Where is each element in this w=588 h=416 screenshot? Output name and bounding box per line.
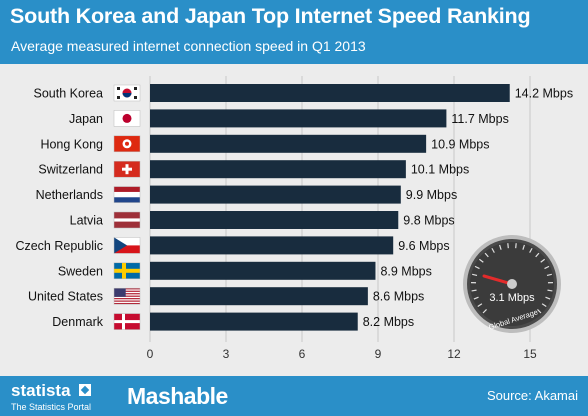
switzerland-flag-icon: [113, 160, 141, 178]
sweden-flag-icon: [113, 262, 141, 280]
denmark-flag-icon: [113, 313, 141, 330]
category-label: Japan: [69, 112, 103, 126]
bar-value-label: 14.2 Mbps: [515, 87, 573, 101]
bar: [150, 185, 401, 204]
mashable-logo[interactable]: Mashable: [127, 383, 228, 409]
bar-value-label: 8.9 Mbps: [380, 264, 431, 278]
chart-subtitle: Average measured internet connection spe…: [11, 38, 366, 54]
statista-wordmark: statista: [11, 381, 71, 400]
footer: statista The Statistics Portal Mashable …: [0, 376, 588, 416]
category-label: South Korea: [34, 87, 104, 101]
bar-value-label: 10.9 Mbps: [431, 137, 489, 151]
netherlands-flag-icon: [113, 186, 141, 203]
bar: [150, 312, 358, 331]
statista-logo[interactable]: statista The Statistics Portal: [11, 381, 121, 413]
bar-chart: 0 3 6 9 12 15 South Korea 14.2 Mbps Japan 11.7 Mb…: [15, 76, 573, 361]
hong-kong-flag-icon: [113, 135, 141, 153]
bar: [150, 160, 406, 179]
bar: [150, 261, 376, 280]
global-average-value: 3.1 Mbps: [489, 292, 535, 304]
category-label: Denmark: [52, 315, 103, 329]
bar-value-label: 9.8 Mbps: [403, 214, 454, 228]
x-tick-label: 12: [447, 347, 461, 361]
category-label: Czech Republic: [15, 239, 103, 253]
category-label: Netherlands: [36, 188, 103, 202]
latvia-flag-icon: [113, 211, 141, 229]
x-tick-label: 9: [375, 347, 382, 361]
category-label: Latvia: [70, 214, 103, 228]
bar: [150, 134, 427, 153]
south-korea-flag-icon: [113, 84, 141, 102]
bar-value-label: 9.9 Mbps: [406, 188, 457, 202]
x-tick-label: 6: [299, 347, 306, 361]
bar-value-label: 8.2 Mbps: [363, 315, 414, 329]
bar: [150, 109, 447, 128]
bar-value-label: 8.6 Mbps: [373, 290, 424, 304]
bar: [150, 287, 368, 306]
category-label: Sweden: [58, 264, 103, 278]
bar: [150, 84, 510, 102]
bar-value-label: 10.1 Mbps: [411, 163, 469, 177]
statista-mark-icon: [79, 384, 91, 396]
chart-area: 0 3 6 9 12 15 South Korea 14.2 Mbps Japan 11.7 Mb…: [0, 64, 588, 376]
x-tick-label: 15: [523, 347, 537, 361]
x-tick-label: 0: [147, 347, 154, 361]
united-states-flag-icon: [113, 287, 141, 305]
bar-value-label: 9.6 Mbps: [398, 239, 449, 253]
x-tick-label: 3: [223, 347, 230, 361]
bar: [150, 236, 394, 255]
category-label: Hong Kong: [40, 137, 103, 151]
czech-republic-flag-icon: [113, 237, 141, 254]
source-credit: Source: Akamai: [486, 388, 578, 403]
bar: [150, 211, 399, 229]
chart-title: South Korea and Japan Top Internet Speed…: [10, 4, 531, 28]
japan-flag-icon: [113, 110, 141, 127]
header: South Korea and Japan Top Internet Speed…: [0, 0, 588, 64]
statista-tagline: The Statistics Portal: [11, 402, 92, 412]
category-label: United States: [28, 290, 103, 304]
category-label: Switzerland: [38, 163, 103, 177]
bar-value-label: 11.7 Mbps: [451, 112, 508, 126]
